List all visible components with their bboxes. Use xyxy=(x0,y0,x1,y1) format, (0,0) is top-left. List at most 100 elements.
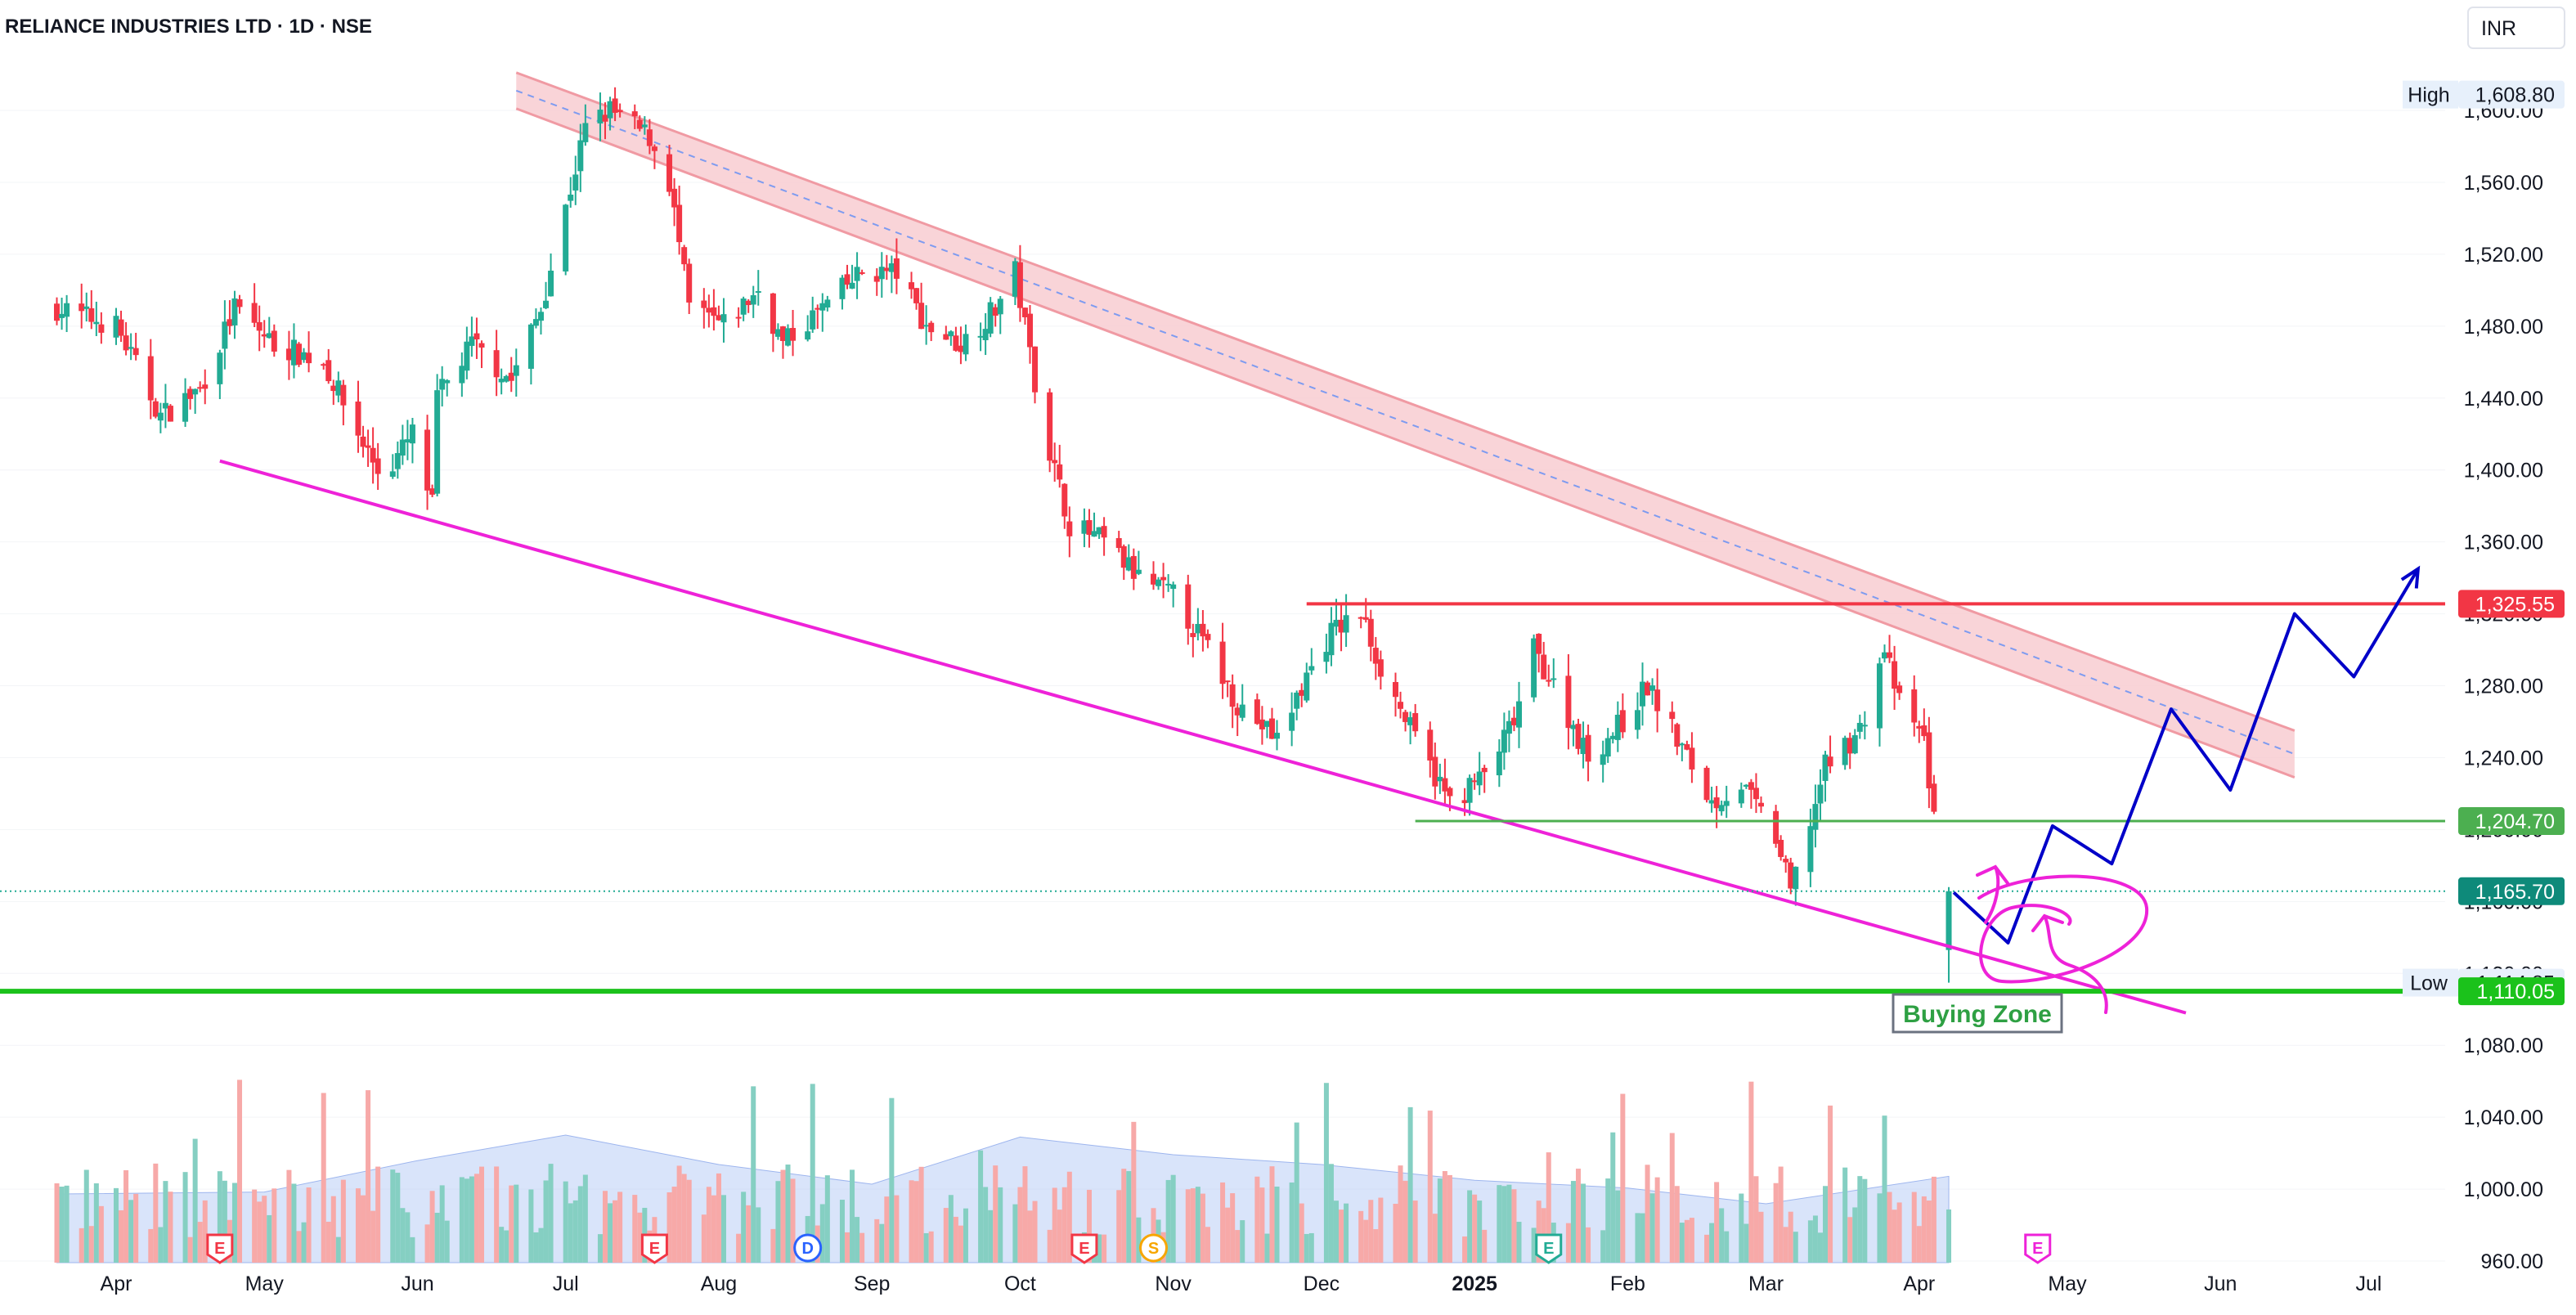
candle xyxy=(735,307,742,328)
volume-bar xyxy=(133,1193,139,1263)
volume-bar xyxy=(123,1169,129,1263)
candle xyxy=(182,378,189,427)
candle xyxy=(459,352,465,397)
time-tick-label: 2025 xyxy=(1452,1272,1497,1295)
candle xyxy=(132,332,139,361)
volume-bar xyxy=(325,1221,331,1263)
candle xyxy=(1471,773,1478,790)
volume-bar xyxy=(850,1169,855,1263)
candle xyxy=(948,330,954,346)
volume-bar xyxy=(1274,1186,1280,1263)
drawings xyxy=(0,459,2445,1015)
volume-bar xyxy=(1615,1190,1621,1263)
event-marker-e[interactable]: E xyxy=(640,1233,668,1264)
volume-bar xyxy=(1684,1219,1690,1263)
volume-bar xyxy=(153,1163,159,1263)
candle xyxy=(1945,886,1952,983)
event-marker-e[interactable]: E xyxy=(1070,1233,1098,1264)
volume-bar xyxy=(1600,1230,1606,1263)
candle xyxy=(1032,346,1039,404)
candle xyxy=(473,317,480,359)
volume-bar xyxy=(884,1196,890,1263)
volume-bar xyxy=(79,1227,84,1263)
svg-text:D: D xyxy=(801,1240,813,1258)
candle xyxy=(1120,544,1127,581)
candle xyxy=(1619,693,1626,738)
volume-bar xyxy=(1516,1222,1522,1263)
volume-bar xyxy=(824,1175,830,1263)
candle xyxy=(1367,609,1374,662)
svg-text:S: S xyxy=(1148,1240,1159,1258)
candle xyxy=(977,322,984,352)
candle xyxy=(1516,681,1523,748)
candle xyxy=(1609,732,1616,744)
volume-bar xyxy=(1581,1183,1586,1263)
candle xyxy=(1205,629,1211,649)
channel-lower-line[interactable] xyxy=(515,107,2296,779)
volume-bar xyxy=(1402,1180,1408,1263)
candle xyxy=(1308,648,1315,675)
candle xyxy=(113,307,119,345)
candle xyxy=(918,282,925,330)
volume-bar xyxy=(1447,1174,1452,1263)
candle xyxy=(1328,607,1335,666)
volume-bar xyxy=(1570,1181,1576,1263)
svg-text:1,325.55: 1,325.55 xyxy=(2475,593,2555,616)
volume-bar xyxy=(1012,1204,1018,1263)
candle xyxy=(1081,508,1088,548)
candle xyxy=(157,402,164,433)
candle xyxy=(770,293,776,352)
candle xyxy=(1614,701,1621,752)
volume-bar xyxy=(202,1200,208,1263)
candle xyxy=(527,323,534,385)
candle xyxy=(187,386,194,410)
volume-bar xyxy=(543,1180,549,1263)
currency-button[interactable]: INR xyxy=(2467,7,2565,49)
candle xyxy=(1645,680,1651,696)
volume-bar xyxy=(1398,1165,1403,1263)
candlesticks xyxy=(54,87,1952,983)
event-marker-e[interactable]: E xyxy=(2024,1233,2052,1264)
buying-level-price-tag: 1,110.05 xyxy=(2458,977,2565,1006)
volume-bar xyxy=(1299,1203,1304,1263)
volume-bar xyxy=(686,1179,692,1263)
support-trendline[interactable] xyxy=(219,459,2187,1015)
volume-bar xyxy=(509,1185,514,1263)
candle xyxy=(839,275,846,310)
price-tick-label: 1,480.00 xyxy=(2464,316,2543,339)
candle xyxy=(295,342,302,367)
candle xyxy=(992,303,999,327)
candle xyxy=(1427,721,1434,778)
event-marker-d[interactable]: D xyxy=(793,1233,823,1263)
event-marker-s[interactable]: S xyxy=(1139,1233,1169,1263)
candle xyxy=(1362,598,1369,623)
volume-bar xyxy=(1857,1176,1863,1263)
candle xyxy=(1052,442,1058,482)
candle xyxy=(469,316,475,357)
candle xyxy=(1096,527,1102,539)
volume-bar xyxy=(424,1224,430,1263)
candle xyxy=(785,324,792,347)
volume-bar xyxy=(1378,1197,1384,1263)
candle xyxy=(849,264,855,289)
candle xyxy=(1876,657,1883,747)
volume-bar xyxy=(780,1169,786,1263)
volume-bar xyxy=(217,1171,222,1263)
candle xyxy=(1654,668,1661,733)
volume-bar xyxy=(1195,1187,1200,1263)
buying-zone-circle xyxy=(1977,874,2149,984)
candle xyxy=(1916,720,1923,743)
channel-upper-line[interactable] xyxy=(515,71,2296,732)
volume-bar xyxy=(163,1181,168,1263)
candle xyxy=(1170,581,1177,608)
price-tick-label: 1,520.00 xyxy=(2464,244,2543,267)
candle xyxy=(266,316,272,339)
volume-bar xyxy=(1165,1179,1171,1263)
volume-bar xyxy=(1842,1167,1848,1263)
event-marker-e[interactable]: E xyxy=(1535,1233,1563,1264)
candle xyxy=(1263,720,1270,738)
event-marker-e[interactable]: E xyxy=(206,1233,234,1264)
projection-path[interactable] xyxy=(1952,568,2420,945)
candle xyxy=(982,313,989,356)
